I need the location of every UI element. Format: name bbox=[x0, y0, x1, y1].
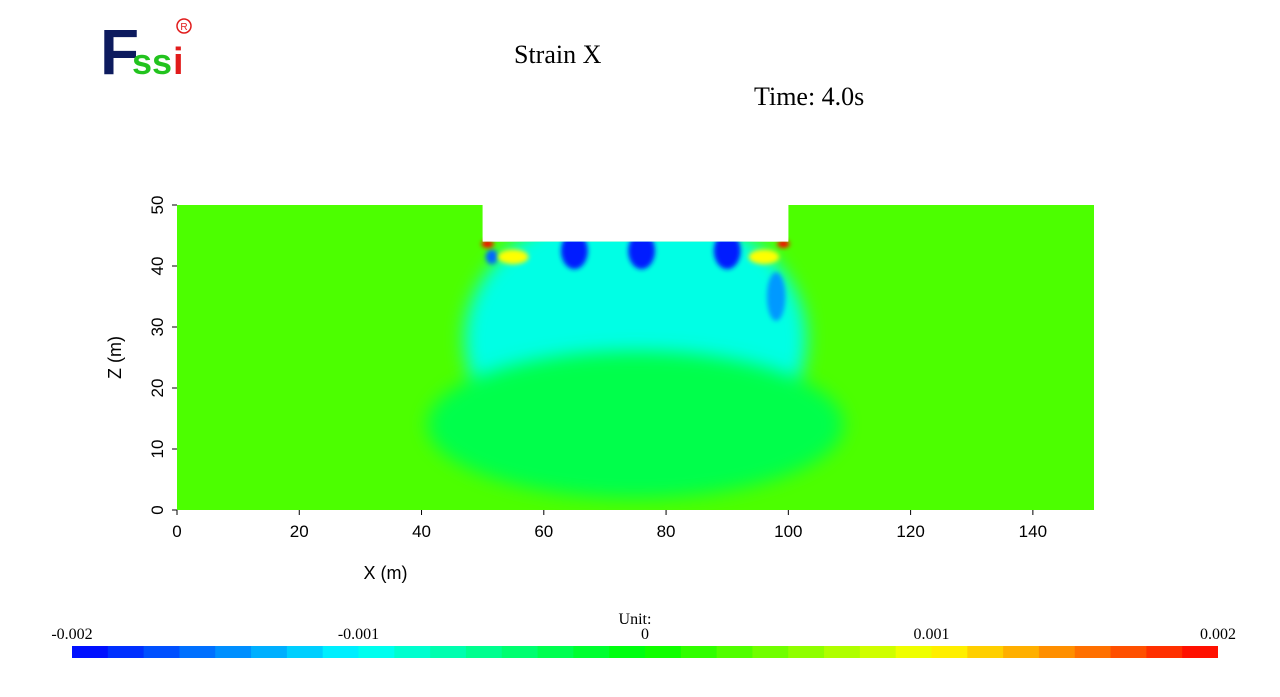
colorbar-segment bbox=[394, 646, 431, 658]
colorbar-segment bbox=[107, 646, 145, 658]
x-tick-label: 140 bbox=[1019, 522, 1047, 541]
colorbar-segment bbox=[752, 646, 789, 658]
registered-mark-letter: R bbox=[180, 22, 187, 33]
strain-feature-7 bbox=[497, 249, 529, 265]
colorbar-segment bbox=[895, 646, 932, 658]
registered-mark-ring bbox=[176, 18, 192, 34]
strain-feature-3 bbox=[628, 232, 655, 270]
y-tick-label: 30 bbox=[148, 318, 167, 337]
colorbar-segment bbox=[501, 646, 539, 658]
y-tick-label: 10 bbox=[148, 440, 167, 459]
colorbar-unit-label: Unit: bbox=[618, 611, 652, 628]
colorbar-segment bbox=[72, 646, 109, 658]
colorbar-segment bbox=[215, 646, 252, 658]
x-tick-label: 80 bbox=[657, 522, 676, 541]
colorbar-segment bbox=[1038, 646, 1076, 658]
colorbar-segment bbox=[1146, 646, 1183, 658]
colorbar-tick-label: 0 bbox=[641, 626, 649, 643]
colorbar-segment bbox=[1182, 646, 1218, 658]
y-axis-label: Z (m) bbox=[105, 336, 125, 379]
colorbar-tick-label: -0.002 bbox=[51, 626, 93, 643]
y-tick-label: 20 bbox=[148, 379, 167, 398]
colorbar-segment bbox=[931, 646, 968, 658]
colorbar-segment bbox=[322, 646, 359, 658]
colorbar-segment bbox=[465, 646, 503, 658]
colorbar-segment bbox=[358, 646, 395, 658]
colorbar-segment bbox=[573, 646, 610, 658]
strain-feature-9 bbox=[481, 240, 494, 248]
colorbar-segment bbox=[967, 646, 1004, 658]
colorbar-segment bbox=[286, 646, 324, 658]
colorbar-segment bbox=[1003, 646, 1040, 658]
colorbar-segment bbox=[251, 646, 288, 658]
colorbar-segment bbox=[716, 646, 753, 658]
colorbar-segment bbox=[143, 646, 180, 658]
x-tick-label: 60 bbox=[534, 522, 553, 541]
colorbar bbox=[72, 646, 1218, 658]
colorbar-tick-label: -0.001 bbox=[337, 626, 380, 643]
colorbar-segment bbox=[179, 646, 216, 658]
colorbar-segment bbox=[430, 646, 467, 658]
strain-feature-10 bbox=[777, 240, 790, 248]
strain-feature-4 bbox=[713, 232, 741, 270]
colorbar-segment bbox=[537, 646, 574, 658]
strain-feature-1 bbox=[427, 351, 844, 498]
y-tick-label: 40 bbox=[148, 257, 167, 276]
colorbar-segment bbox=[1110, 646, 1147, 658]
colorbar-segment bbox=[680, 646, 718, 658]
y-tick-label: 0 bbox=[148, 505, 167, 514]
colorbar-tick-label: 0.002 bbox=[1200, 626, 1236, 643]
x-tick-label: 100 bbox=[774, 522, 802, 541]
strain-feature-5 bbox=[766, 272, 786, 321]
x-tick-label: 120 bbox=[896, 522, 924, 541]
x-tick-label: 0 bbox=[172, 522, 181, 541]
logo-letter-i: i bbox=[173, 41, 184, 82]
colorbar-segment bbox=[824, 646, 861, 658]
logo-letter-s1: s bbox=[132, 41, 152, 82]
colorbar-segment bbox=[1074, 646, 1112, 658]
strain-feature-8 bbox=[748, 249, 780, 265]
colorbar-segment bbox=[609, 646, 646, 658]
strain-feature-2 bbox=[561, 232, 588, 270]
colorbar-segment bbox=[859, 646, 897, 658]
x-tick-label: 20 bbox=[290, 522, 309, 541]
y-tick-label: 50 bbox=[148, 196, 167, 215]
logo-letter-s2: s bbox=[152, 41, 172, 82]
colorbar-tick-label: 0.001 bbox=[913, 626, 950, 643]
logo-letter-f: F bbox=[100, 16, 139, 82]
colorbar-segment bbox=[645, 646, 682, 658]
contour-field bbox=[177, 205, 1094, 510]
x-tick-label: 40 bbox=[412, 522, 431, 541]
x-axis-label: X (m) bbox=[364, 563, 408, 583]
time-label: Time: 4.0s bbox=[754, 82, 865, 111]
chart-title: Strain X bbox=[514, 40, 602, 69]
colorbar-segment bbox=[788, 646, 825, 658]
strain-feature-6 bbox=[485, 249, 498, 265]
fssi-logo: F s s i R bbox=[100, 16, 192, 82]
